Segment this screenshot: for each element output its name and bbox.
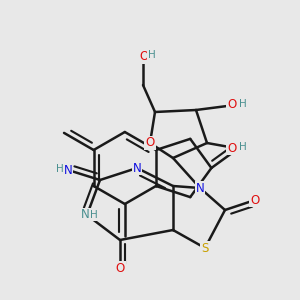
Text: O: O — [146, 136, 154, 149]
Text: H: H — [238, 99, 246, 109]
Text: N: N — [81, 208, 90, 221]
Text: O: O — [139, 50, 148, 63]
Text: O: O — [227, 98, 237, 112]
Text: H: H — [90, 210, 98, 220]
Text: O: O — [227, 142, 237, 154]
Text: H: H — [148, 50, 156, 60]
Text: H: H — [56, 164, 64, 173]
Text: N: N — [196, 182, 204, 194]
Text: N: N — [64, 164, 72, 176]
Text: N: N — [133, 161, 141, 175]
Text: H: H — [238, 142, 246, 152]
Text: O: O — [116, 262, 124, 275]
Text: O: O — [250, 194, 260, 206]
Text: S: S — [201, 242, 209, 254]
